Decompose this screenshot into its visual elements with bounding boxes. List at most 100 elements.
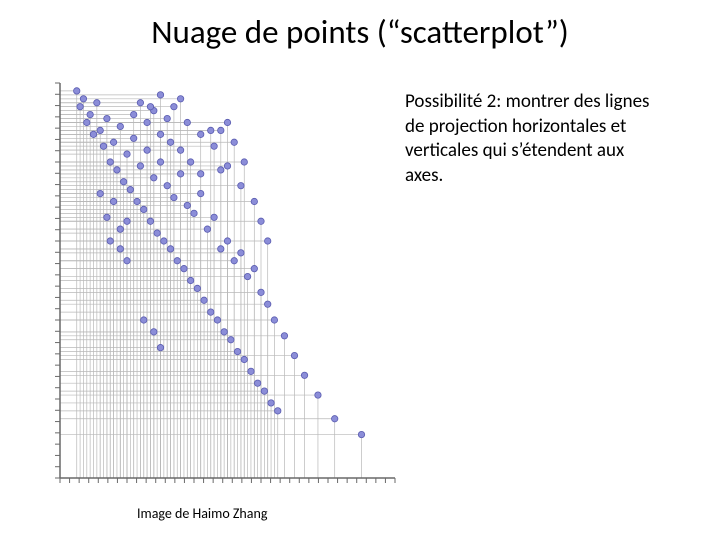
data-point bbox=[141, 206, 147, 212]
data-point bbox=[120, 179, 126, 185]
data-point bbox=[228, 337, 234, 343]
data-point bbox=[234, 348, 240, 354]
data-point bbox=[358, 431, 364, 437]
data-point bbox=[144, 119, 150, 125]
data-point bbox=[87, 111, 93, 117]
data-point bbox=[107, 238, 113, 244]
data-point bbox=[254, 380, 260, 386]
data-point bbox=[184, 119, 190, 125]
data-point bbox=[281, 333, 287, 339]
data-point bbox=[218, 246, 224, 252]
data-point bbox=[265, 238, 271, 244]
data-point bbox=[265, 301, 271, 307]
data-point bbox=[94, 100, 100, 106]
data-point bbox=[332, 416, 338, 422]
scatterplot-chart bbox=[45, 78, 400, 496]
data-point bbox=[224, 119, 230, 125]
data-point bbox=[238, 250, 244, 256]
data-point bbox=[198, 190, 204, 196]
data-point bbox=[261, 388, 267, 394]
data-point bbox=[211, 143, 217, 149]
data-point bbox=[147, 104, 153, 110]
data-point bbox=[157, 344, 163, 350]
data-point bbox=[251, 265, 257, 271]
data-point bbox=[177, 96, 183, 102]
data-point bbox=[117, 123, 123, 129]
data-point bbox=[184, 202, 190, 208]
axes bbox=[55, 83, 395, 483]
data-point bbox=[117, 246, 123, 252]
data-point bbox=[214, 317, 220, 323]
image-credit: Image de Haimo Zhang bbox=[137, 505, 267, 522]
data-point bbox=[151, 175, 157, 181]
data-point bbox=[97, 127, 103, 133]
data-point bbox=[157, 92, 163, 98]
data-point bbox=[167, 246, 173, 252]
data-point bbox=[177, 171, 183, 177]
data-point bbox=[248, 368, 254, 374]
data-point bbox=[211, 214, 217, 220]
data-point bbox=[110, 139, 116, 145]
data-point bbox=[194, 285, 200, 291]
data-point bbox=[221, 329, 227, 335]
data-point bbox=[114, 167, 120, 173]
data-point bbox=[131, 111, 137, 117]
data-point bbox=[164, 183, 170, 189]
data-point bbox=[174, 258, 180, 264]
data-point bbox=[208, 127, 214, 133]
data-point bbox=[117, 226, 123, 232]
data-point bbox=[97, 190, 103, 196]
data-point bbox=[181, 265, 187, 271]
data-point bbox=[137, 163, 143, 169]
data-point bbox=[231, 139, 237, 145]
data-point bbox=[204, 226, 210, 232]
data-point bbox=[201, 297, 207, 303]
data-point bbox=[238, 183, 244, 189]
data-point bbox=[198, 131, 204, 137]
data-point bbox=[191, 210, 197, 216]
data-point bbox=[131, 135, 137, 141]
data-point bbox=[90, 131, 96, 137]
data-point bbox=[218, 127, 224, 133]
data-point bbox=[251, 198, 257, 204]
scatterplot-svg bbox=[45, 78, 400, 496]
data-point bbox=[218, 167, 224, 173]
data-point bbox=[137, 100, 143, 106]
data-point bbox=[187, 159, 193, 165]
data-point bbox=[124, 258, 130, 264]
data-point bbox=[80, 96, 86, 102]
data-point bbox=[187, 277, 193, 283]
slide-title: Nuage de points (“scatterplot”) bbox=[0, 12, 720, 52]
data-point bbox=[77, 104, 83, 110]
data-point bbox=[258, 289, 264, 295]
data-point bbox=[224, 238, 230, 244]
data-point bbox=[104, 115, 110, 121]
data-point bbox=[224, 163, 230, 169]
data-point bbox=[144, 147, 150, 153]
data-point bbox=[84, 119, 90, 125]
data-point bbox=[110, 198, 116, 204]
data-point bbox=[100, 143, 106, 149]
data-point bbox=[291, 352, 297, 358]
data-point bbox=[124, 151, 130, 157]
data-point bbox=[74, 88, 80, 94]
data-point bbox=[147, 218, 153, 224]
data-point bbox=[141, 317, 147, 323]
data-point bbox=[301, 372, 307, 378]
data-point bbox=[198, 171, 204, 177]
slide: Nuage de points (“scatterplot”) Possibil… bbox=[0, 0, 720, 540]
data-point bbox=[244, 273, 250, 279]
description-text: Possibilité 2: montrer des lignes de pro… bbox=[405, 90, 650, 189]
data-point bbox=[258, 218, 264, 224]
data-point bbox=[241, 356, 247, 362]
data-point bbox=[315, 392, 321, 398]
data-point bbox=[164, 115, 170, 121]
data-point bbox=[154, 230, 160, 236]
data-point bbox=[104, 214, 110, 220]
data-point bbox=[167, 139, 173, 145]
data-point bbox=[208, 309, 214, 315]
data-point bbox=[157, 131, 163, 137]
data-point bbox=[151, 329, 157, 335]
data-point bbox=[161, 238, 167, 244]
data-point bbox=[127, 186, 133, 192]
